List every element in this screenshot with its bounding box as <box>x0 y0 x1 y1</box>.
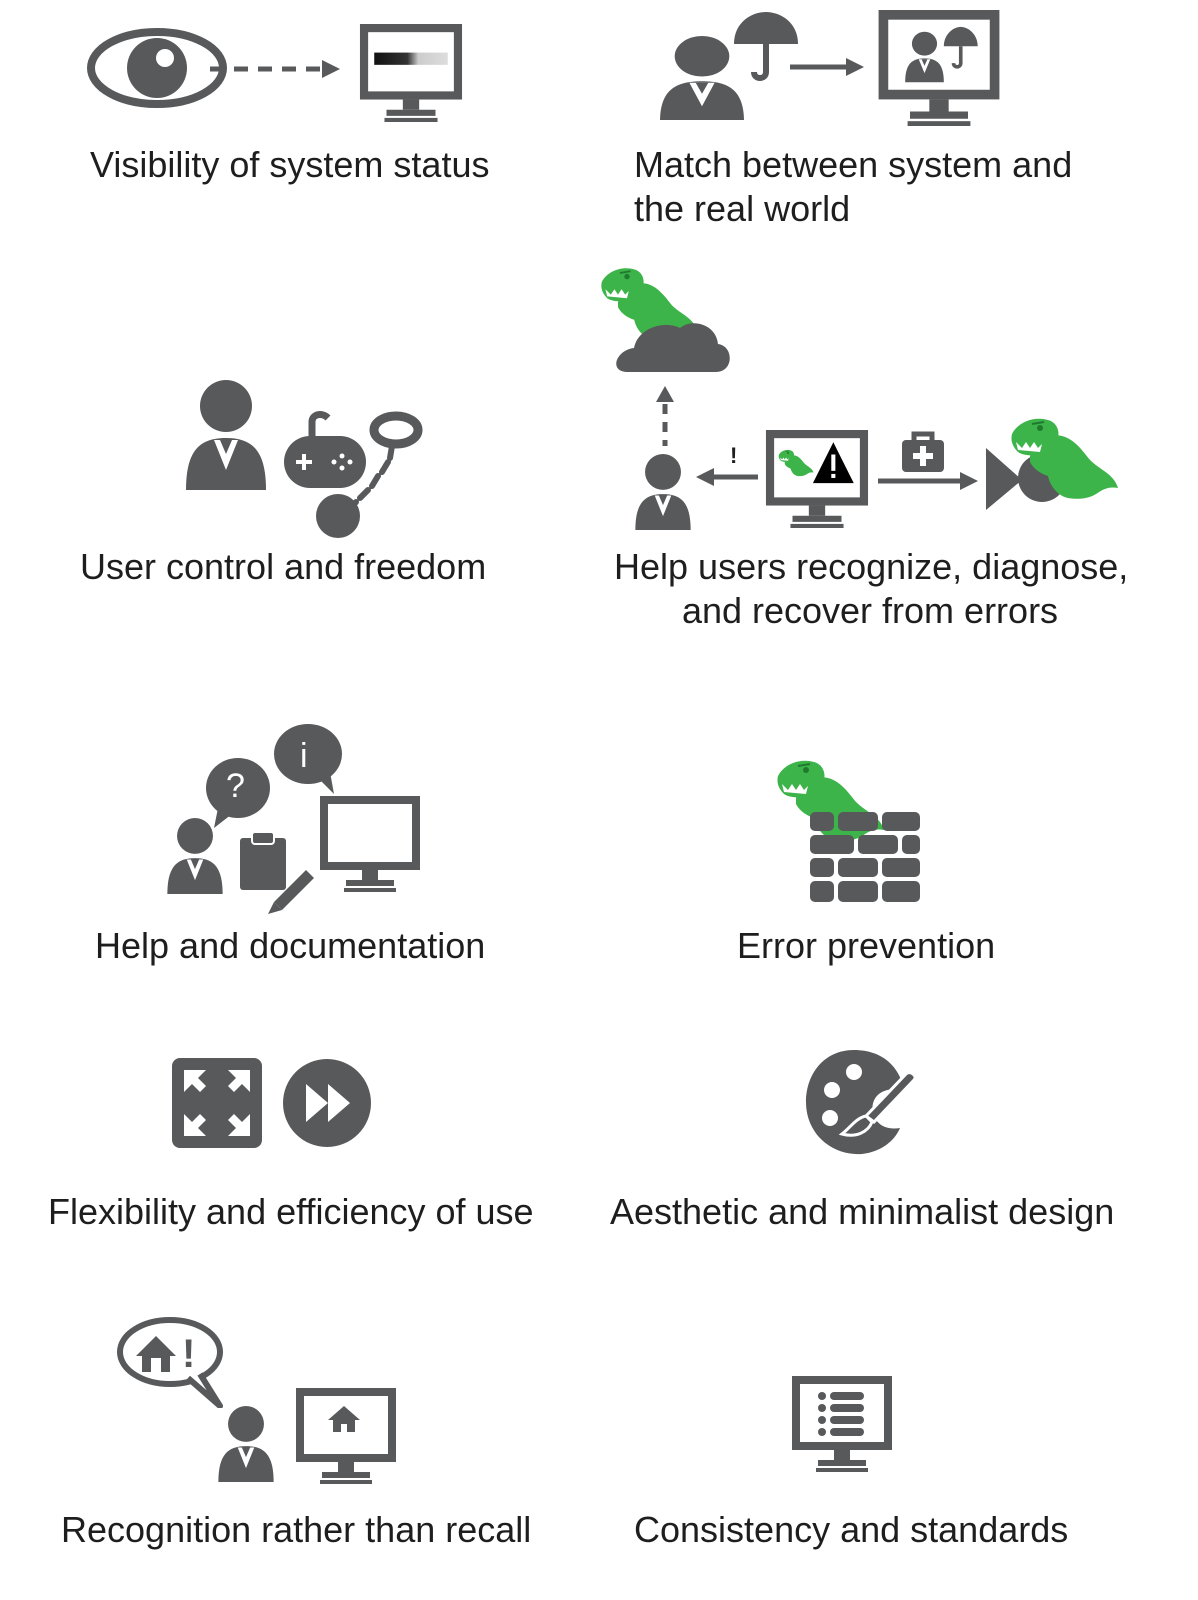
label-consistency: Consistency and standards <box>634 1508 1068 1552</box>
expand-icon <box>172 1058 262 1148</box>
label-flexibility: Flexibility and efficiency of use <box>48 1190 534 1234</box>
info-bubble-icon <box>274 724 342 794</box>
person-icon <box>186 380 266 490</box>
label-recognition: Recognition rather than recall <box>61 1508 531 1552</box>
arrow-left-icon <box>696 468 758 486</box>
monitor-list-icon <box>792 1376 892 1472</box>
label-aesthetic: Aesthetic and minimalist design <box>610 1190 1114 1234</box>
bubble-mark-text: ! <box>182 1332 196 1376</box>
label-control: User control and freedom <box>80 545 486 589</box>
person-icon <box>218 1406 274 1482</box>
brick-wall-icon <box>810 812 920 902</box>
dino-chomp-icon <box>986 417 1119 510</box>
label-prevention: Error prevention <box>737 924 995 968</box>
question-mark-text: ? <box>226 767 245 805</box>
label-line: Visibility of system status <box>90 144 490 185</box>
question-bubble-icon <box>206 758 270 828</box>
person-icon <box>167 818 223 894</box>
label-line: and recover from errors <box>681 590 1059 631</box>
monitor-progress-icon <box>359 24 463 122</box>
monitor-person-umbrella-icon <box>878 10 1000 126</box>
arrow-icon <box>878 472 978 490</box>
alert-mark: ! <box>730 444 737 468</box>
monitor-home-icon <box>296 1388 396 1484</box>
info-mark: i <box>300 736 308 776</box>
fast-forward-icon <box>283 1059 371 1147</box>
dashed-arrow-up-icon <box>656 386 674 446</box>
dino-cloud-icon <box>600 267 730 372</box>
label-errors: Help users recognize, diagnose, and reco… <box>614 545 1129 633</box>
alert-mark-text: ! <box>730 443 738 468</box>
label-line: Help and documentation <box>95 925 486 966</box>
label-help: Help and documentation <box>95 924 485 968</box>
label-visibility: Visibility of system status <box>90 143 489 187</box>
bubble-mark: ! <box>182 1332 195 1376</box>
label-line: Flexibility and efficiency of use <box>48 1191 534 1232</box>
monitor-icon <box>320 796 420 892</box>
label-match: Match between system and the real world <box>634 143 1072 231</box>
ball-and-chain-icon <box>316 411 423 538</box>
label-line: Recognition rather than recall <box>61 1509 532 1550</box>
arrow-icon <box>790 58 864 76</box>
label-line: Match between system and <box>634 144 1073 185</box>
monitor-warning-icon <box>765 430 869 528</box>
label-line: the real world <box>634 188 851 229</box>
first-aid-icon <box>902 431 944 472</box>
label-line: User control and freedom <box>80 546 487 587</box>
label-line: Help users recognize, diagnose, <box>614 546 1129 587</box>
person-icon <box>635 454 691 530</box>
question-mark: ? <box>226 766 245 806</box>
eye-icon <box>87 28 227 108</box>
home-bubble-icon <box>117 1317 223 1408</box>
info-mark-text: i <box>300 737 308 775</box>
clipboard-icon <box>240 831 286 890</box>
dashed-arrow-icon <box>210 60 340 78</box>
label-line: Aesthetic and minimalist design <box>610 1191 1115 1232</box>
label-line: Consistency and standards <box>634 1509 1069 1550</box>
person-umbrella-icon <box>660 12 798 120</box>
palette-icon <box>806 1050 917 1155</box>
gamepad-icon <box>284 411 366 488</box>
label-line: Error prevention <box>737 925 996 966</box>
pencil-icon <box>268 870 314 914</box>
